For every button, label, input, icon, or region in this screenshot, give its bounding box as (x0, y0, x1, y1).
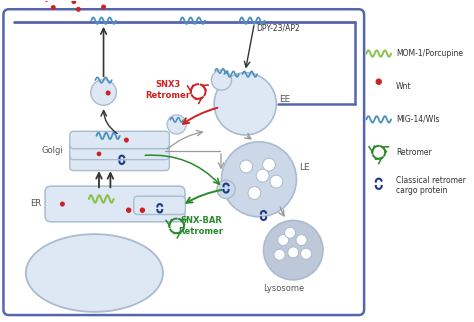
Text: EE: EE (279, 95, 290, 104)
Circle shape (278, 235, 289, 246)
Circle shape (125, 138, 128, 142)
Circle shape (270, 175, 283, 188)
Text: Retromer: Retromer (396, 148, 432, 157)
Circle shape (301, 248, 311, 259)
Text: MIG-14/Wls: MIG-14/Wls (396, 115, 439, 124)
FancyBboxPatch shape (70, 131, 169, 149)
FancyBboxPatch shape (70, 153, 169, 171)
FancyBboxPatch shape (3, 9, 364, 315)
Circle shape (127, 208, 131, 212)
Circle shape (140, 208, 145, 212)
Circle shape (296, 235, 307, 246)
Circle shape (61, 202, 64, 206)
Circle shape (256, 169, 269, 182)
Text: Wnt: Wnt (396, 82, 411, 91)
Circle shape (264, 221, 323, 280)
Circle shape (263, 158, 275, 171)
Text: ER: ER (30, 199, 42, 208)
Circle shape (72, 0, 75, 3)
FancyBboxPatch shape (134, 196, 185, 214)
Text: Classical retromer
cargo protein: Classical retromer cargo protein (396, 175, 466, 195)
Circle shape (106, 91, 110, 95)
Circle shape (45, 0, 48, 1)
Circle shape (288, 247, 299, 258)
Circle shape (248, 187, 261, 199)
Text: Golgi: Golgi (42, 147, 64, 156)
Circle shape (52, 6, 55, 9)
Circle shape (376, 79, 381, 84)
Text: LE: LE (299, 163, 310, 172)
Circle shape (97, 152, 100, 156)
Circle shape (102, 5, 105, 9)
FancyBboxPatch shape (70, 142, 169, 160)
Circle shape (284, 227, 296, 238)
Text: SNX-BAR
Retromer: SNX-BAR Retromer (178, 216, 223, 236)
Text: DPY-23/AP2: DPY-23/AP2 (257, 24, 301, 33)
Text: MOM-1/Porcupine: MOM-1/Porcupine (396, 49, 463, 58)
Text: Lysosome: Lysosome (264, 284, 305, 293)
Text: SNX3
Retromer: SNX3 Retromer (145, 80, 190, 100)
FancyBboxPatch shape (45, 186, 185, 222)
Circle shape (221, 142, 296, 217)
Circle shape (274, 249, 285, 260)
Circle shape (217, 180, 235, 198)
Circle shape (240, 160, 253, 173)
Circle shape (167, 115, 186, 134)
Ellipse shape (26, 234, 163, 312)
Circle shape (214, 73, 276, 135)
Circle shape (91, 80, 116, 105)
Circle shape (77, 7, 80, 11)
Circle shape (211, 70, 231, 90)
